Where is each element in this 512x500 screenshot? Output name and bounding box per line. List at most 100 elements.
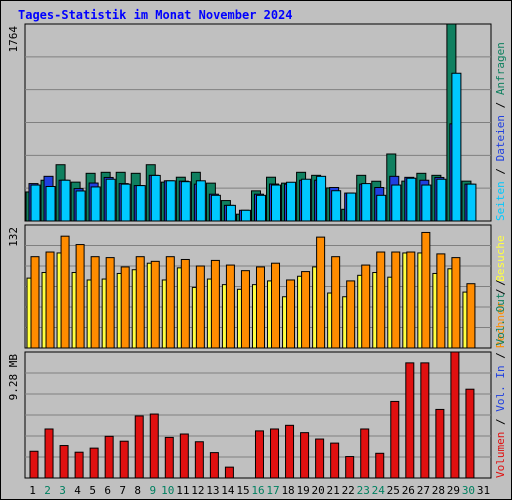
volumen-bar xyxy=(390,400,400,479)
seiten-bar xyxy=(240,209,251,222)
volumen-bar xyxy=(119,440,129,479)
day-label: 13 xyxy=(206,484,219,497)
day-label: 6 xyxy=(104,484,111,497)
legend-item: Seiten xyxy=(494,181,507,221)
rechner-bar xyxy=(361,264,371,349)
volumen-bar xyxy=(420,362,430,479)
day-label: 9 xyxy=(149,484,156,497)
volumen-bar xyxy=(465,388,475,479)
seiten-bar xyxy=(45,185,56,222)
seiten-bar xyxy=(225,204,236,222)
rechner-bar xyxy=(60,235,70,349)
volumen-bar xyxy=(360,428,370,479)
legend-item: Rechner xyxy=(494,301,507,348)
rechner-bar xyxy=(210,259,220,349)
day-label: 11 xyxy=(176,484,189,497)
rechner-bar xyxy=(391,251,401,349)
day-label: 4 xyxy=(74,484,81,497)
legend-item: Besuche xyxy=(494,235,507,281)
rechner-bar xyxy=(421,231,431,349)
volumen-bar xyxy=(254,430,264,479)
rechner-bar xyxy=(376,251,386,349)
day-label: 27 xyxy=(417,484,430,497)
seiten-bar xyxy=(376,194,387,222)
rechner-bar xyxy=(436,253,446,349)
rechner-bar xyxy=(225,264,235,349)
volumen-bar xyxy=(134,415,144,479)
volumen-bar xyxy=(270,428,280,479)
rechner-bar xyxy=(165,256,175,349)
y-scale-label-bottom: 9.28 MB xyxy=(7,354,20,401)
seiten-bar xyxy=(436,178,447,222)
day-label: 3 xyxy=(59,484,66,497)
volumen-bar xyxy=(44,428,54,479)
seiten-bar xyxy=(135,185,146,222)
day-label: 24 xyxy=(372,484,386,497)
chart-title: Tages-Statistik im Monat November 2024 xyxy=(18,8,293,22)
seiten-bar xyxy=(406,177,417,222)
rechner-bar xyxy=(331,256,341,349)
seiten-bar xyxy=(105,178,116,222)
volumen-bar xyxy=(59,445,69,479)
rechner-bar xyxy=(346,280,356,349)
day-label: 2 xyxy=(44,484,51,497)
day-label: 30 xyxy=(462,484,475,497)
seiten-bar xyxy=(30,184,41,222)
rechner-bar xyxy=(286,279,296,349)
seiten-bar xyxy=(90,186,101,222)
day-label: 8 xyxy=(134,484,141,497)
volumen-bar xyxy=(435,408,445,479)
seiten-bar xyxy=(120,183,131,222)
seiten-bar xyxy=(286,181,297,222)
seiten-bar xyxy=(255,194,266,222)
volumen-bar xyxy=(29,450,39,479)
rechner-bar xyxy=(180,258,190,349)
volumen-bar xyxy=(450,351,460,479)
day-label: 17 xyxy=(266,484,279,497)
rechner-bar xyxy=(255,266,265,349)
rechner-bar xyxy=(271,262,281,349)
volumen-bar xyxy=(179,433,189,479)
volumen-bar xyxy=(104,435,114,479)
seiten-bar xyxy=(165,180,176,222)
volumen-bar xyxy=(209,452,219,479)
seiten-bar xyxy=(271,184,282,222)
volumen-bar xyxy=(194,441,204,479)
seiten-bar xyxy=(421,184,432,222)
legend-item: Dateien xyxy=(494,115,507,161)
rechner-bar xyxy=(90,256,100,349)
rechner-bar xyxy=(316,236,326,349)
seiten-bar xyxy=(361,183,372,222)
rechner-bar xyxy=(240,270,250,349)
rechner-bar xyxy=(466,283,476,349)
rechner-bar xyxy=(195,265,205,349)
volumen-bar xyxy=(345,456,355,479)
volumen-bar xyxy=(375,452,385,479)
rechner-bar xyxy=(406,251,416,349)
day-label: 26 xyxy=(402,484,415,497)
y-scale-label-top: 1764 xyxy=(7,26,20,53)
day-label: 28 xyxy=(432,484,445,497)
volumen-bar xyxy=(149,413,159,479)
legend: Volumen / Vol. In / Vol. Out / xyxy=(494,279,507,478)
seiten-bar xyxy=(60,179,71,222)
seiten-bar xyxy=(210,194,221,222)
rechner-bar xyxy=(30,256,40,349)
rechner-bar xyxy=(451,257,461,349)
rechner-bar xyxy=(301,271,311,349)
rechner-bar xyxy=(75,244,85,349)
volumen-bar xyxy=(164,436,174,479)
day-label: 21 xyxy=(327,484,340,497)
seiten-bar xyxy=(180,181,191,222)
seiten-bar xyxy=(451,72,462,222)
rechner-bar xyxy=(120,266,130,349)
day-label: 15 xyxy=(236,484,249,497)
rechner-bar xyxy=(135,256,145,349)
day-label: 10 xyxy=(161,484,174,497)
volumen-bar xyxy=(285,424,295,479)
legend: Rechner / Besuche xyxy=(494,235,507,348)
day-label: 20 xyxy=(312,484,325,497)
volumen-bar xyxy=(224,466,234,479)
volumen-bar xyxy=(405,362,415,479)
day-label: 19 xyxy=(296,484,309,497)
